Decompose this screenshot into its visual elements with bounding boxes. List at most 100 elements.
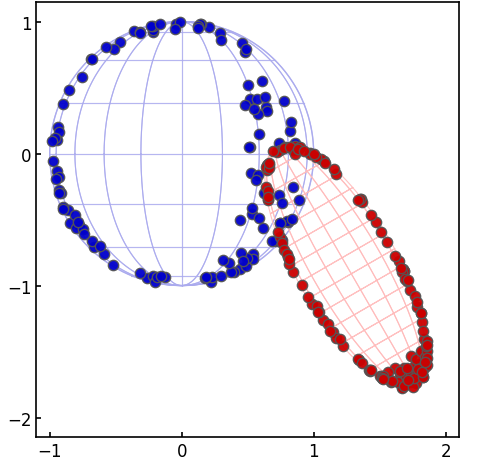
Point xyxy=(400,382,407,390)
Point xyxy=(365,367,373,374)
Point xyxy=(403,365,411,372)
Point xyxy=(243,254,251,262)
Point xyxy=(294,146,302,153)
Point xyxy=(421,352,428,359)
Point xyxy=(219,257,227,264)
Point xyxy=(314,308,321,316)
Point xyxy=(176,19,184,27)
Point xyxy=(413,299,421,306)
Point xyxy=(255,215,262,223)
Point xyxy=(322,160,329,167)
Point xyxy=(65,207,72,215)
Point xyxy=(78,74,86,81)
Point xyxy=(329,328,337,336)
Point xyxy=(417,310,424,318)
Point xyxy=(401,369,409,377)
Point xyxy=(239,40,246,48)
Point xyxy=(249,211,256,218)
Point xyxy=(287,119,294,126)
Point xyxy=(286,144,294,152)
Point xyxy=(225,260,233,267)
Point xyxy=(249,251,257,258)
Point xyxy=(415,365,423,372)
Point xyxy=(387,378,394,386)
Point xyxy=(263,162,271,169)
Point xyxy=(102,44,109,51)
Point xyxy=(398,383,406,391)
Point xyxy=(411,293,419,300)
Point xyxy=(247,170,254,177)
Point xyxy=(403,366,411,373)
Point xyxy=(156,21,163,28)
Point xyxy=(397,264,404,272)
Point xyxy=(236,266,244,274)
Point xyxy=(385,369,392,376)
Point xyxy=(248,205,256,212)
Point xyxy=(55,174,63,181)
Point xyxy=(65,87,73,94)
Point xyxy=(263,168,271,175)
Point xyxy=(395,258,403,265)
Point xyxy=(424,347,431,355)
Point xyxy=(136,31,144,38)
Point xyxy=(406,374,414,382)
Point xyxy=(290,268,297,275)
Point xyxy=(407,372,414,379)
Point xyxy=(378,375,385,382)
Point xyxy=(319,316,327,324)
Point xyxy=(417,372,425,380)
Point xyxy=(196,21,204,29)
Point xyxy=(367,368,374,375)
Point xyxy=(149,27,157,34)
Point xyxy=(391,365,398,372)
Point xyxy=(400,267,408,275)
Point xyxy=(306,150,314,157)
Point xyxy=(147,23,155,31)
Point xyxy=(66,219,74,227)
Point xyxy=(291,143,298,150)
Point xyxy=(265,160,272,168)
Point xyxy=(420,374,427,381)
Point xyxy=(237,249,244,257)
Point xyxy=(376,373,383,380)
Point xyxy=(207,279,215,286)
Point xyxy=(149,273,156,280)
Point xyxy=(60,204,67,212)
Point xyxy=(205,25,213,32)
Point xyxy=(356,357,363,364)
Point xyxy=(137,270,144,277)
Point xyxy=(407,378,415,386)
Point xyxy=(420,366,427,373)
Point xyxy=(88,56,96,63)
Point xyxy=(402,372,410,380)
Point xyxy=(339,343,347,350)
Point xyxy=(308,301,316,308)
Point xyxy=(326,327,334,335)
Point xyxy=(300,148,307,156)
Point xyxy=(286,128,294,136)
Point xyxy=(314,302,321,310)
Point xyxy=(396,370,404,378)
Point xyxy=(420,335,428,343)
Point xyxy=(239,258,247,265)
Point xyxy=(172,21,179,28)
Point xyxy=(383,238,391,246)
Point xyxy=(413,373,421,380)
Point xyxy=(230,269,238,276)
Point xyxy=(136,30,143,37)
Point xyxy=(256,131,263,138)
Point xyxy=(419,369,426,376)
Point xyxy=(53,168,60,175)
Point xyxy=(241,102,249,109)
Point xyxy=(403,277,411,285)
Point xyxy=(55,129,63,136)
Point xyxy=(413,366,421,373)
Point xyxy=(96,243,104,250)
Point xyxy=(161,273,168,281)
Point xyxy=(398,269,406,276)
Point xyxy=(269,149,276,156)
Point xyxy=(367,367,374,374)
Point xyxy=(198,21,206,29)
Point xyxy=(109,261,117,269)
Point xyxy=(296,144,304,151)
